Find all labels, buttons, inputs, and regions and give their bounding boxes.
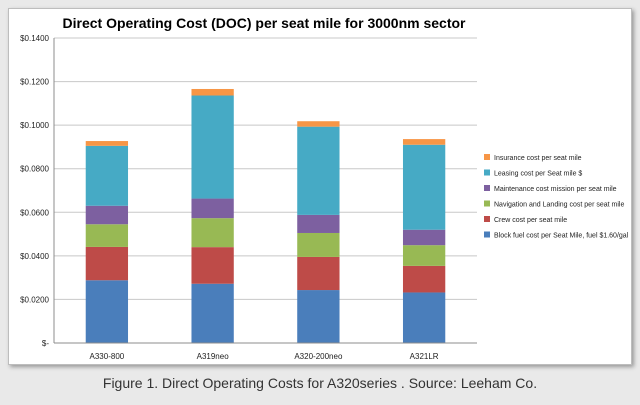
legend-swatch	[484, 200, 490, 207]
figure-caption: Figure 1. Direct Operating Costs for A32…	[102, 375, 538, 391]
bar-segment	[402, 229, 446, 246]
legend-swatch	[484, 154, 490, 160]
bar-segment	[402, 144, 446, 230]
bar-segment	[85, 246, 129, 281]
legend-swatch	[484, 169, 490, 176]
bar-segment	[297, 214, 340, 233]
y-tick-label: $0.1000	[20, 121, 49, 130]
axes	[53, 38, 477, 344]
x-tick-label: A321LR	[410, 352, 439, 361]
y-axis-tick-labels: $- $0.0200 $0.0400 $0.0600 $0.0800 $0.1000 $0.…	[20, 34, 49, 348]
bars	[85, 88, 446, 343]
x-tick-label: A319neo	[197, 352, 230, 361]
bar-segment	[85, 280, 129, 343]
x-axis-tick-labels: A330-800 A319neo A320-200neo A321LR	[90, 352, 439, 361]
bar-segment	[85, 205, 129, 225]
bar-segment	[191, 247, 234, 284]
bar-segment	[191, 198, 234, 219]
legend-label: Navigation and Landing cost per seat mil…	[494, 202, 624, 209]
y-tick-label: $0.1400	[20, 34, 49, 43]
bar-segment	[297, 121, 340, 127]
bar-segment	[297, 232, 340, 257]
bar-segment	[297, 126, 340, 215]
legend-label: Insurance cost per seat mile	[494, 155, 582, 162]
legend: Insurance cost per seat mile Leasing cost…	[484, 154, 629, 240]
doc-stacked-bar-chart: Direct Operating Cost (DOC) per seat mil…	[20, 15, 629, 361]
bar-segment	[402, 139, 446, 145]
x-tick-label: A330-800	[90, 352, 125, 361]
bar-segment	[85, 141, 129, 146]
bar-segment	[191, 95, 234, 199]
legend-label: Crew cost per seat mile	[494, 217, 567, 224]
y-tick-label: $0.0200	[20, 295, 49, 304]
bar-segment	[85, 224, 129, 247]
bar-segment	[191, 218, 234, 248]
legend-label: Maintenance cost mission per seat mile	[494, 186, 617, 193]
bar-segment	[297, 290, 340, 343]
x-tick-label: A320-200neo	[294, 352, 343, 361]
chart-frame: Direct Operating Cost (DOC) per seat mil…	[8, 8, 632, 365]
y-tick-label: $0.1200	[20, 78, 49, 87]
y-tick-label: $0.0800	[20, 165, 49, 174]
legend-swatch	[484, 231, 490, 238]
bar-segment	[191, 283, 234, 343]
y-tick-label: $0.0600	[20, 208, 49, 217]
bar-segment	[85, 145, 129, 206]
bar-segment	[402, 265, 446, 293]
legend-swatch	[484, 216, 490, 222]
bar-segment	[191, 88, 234, 96]
bar-segment	[402, 245, 446, 266]
bar-segment	[297, 256, 340, 291]
bar-segment	[402, 292, 446, 343]
y-tick-label: $-	[42, 339, 49, 348]
y-tick-label: $0.0400	[20, 252, 49, 261]
legend-swatch	[484, 185, 490, 191]
legend-label: Block fuel cost per Seat Mile, fuel $1.6…	[494, 233, 629, 240]
legend-label: Leasing cost per Seat mile $	[494, 171, 582, 178]
chart-title: Direct Operating Cost (DOC) per seat mil…	[63, 15, 467, 31]
